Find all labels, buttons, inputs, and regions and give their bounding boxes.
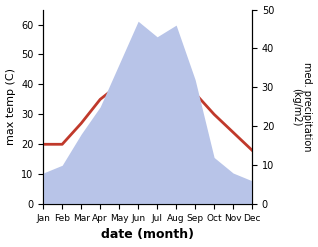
Y-axis label: med. precipitation
(kg/m2): med. precipitation (kg/m2) [291, 62, 313, 152]
X-axis label: date (month): date (month) [101, 228, 194, 242]
Y-axis label: max temp (C): max temp (C) [5, 68, 16, 145]
